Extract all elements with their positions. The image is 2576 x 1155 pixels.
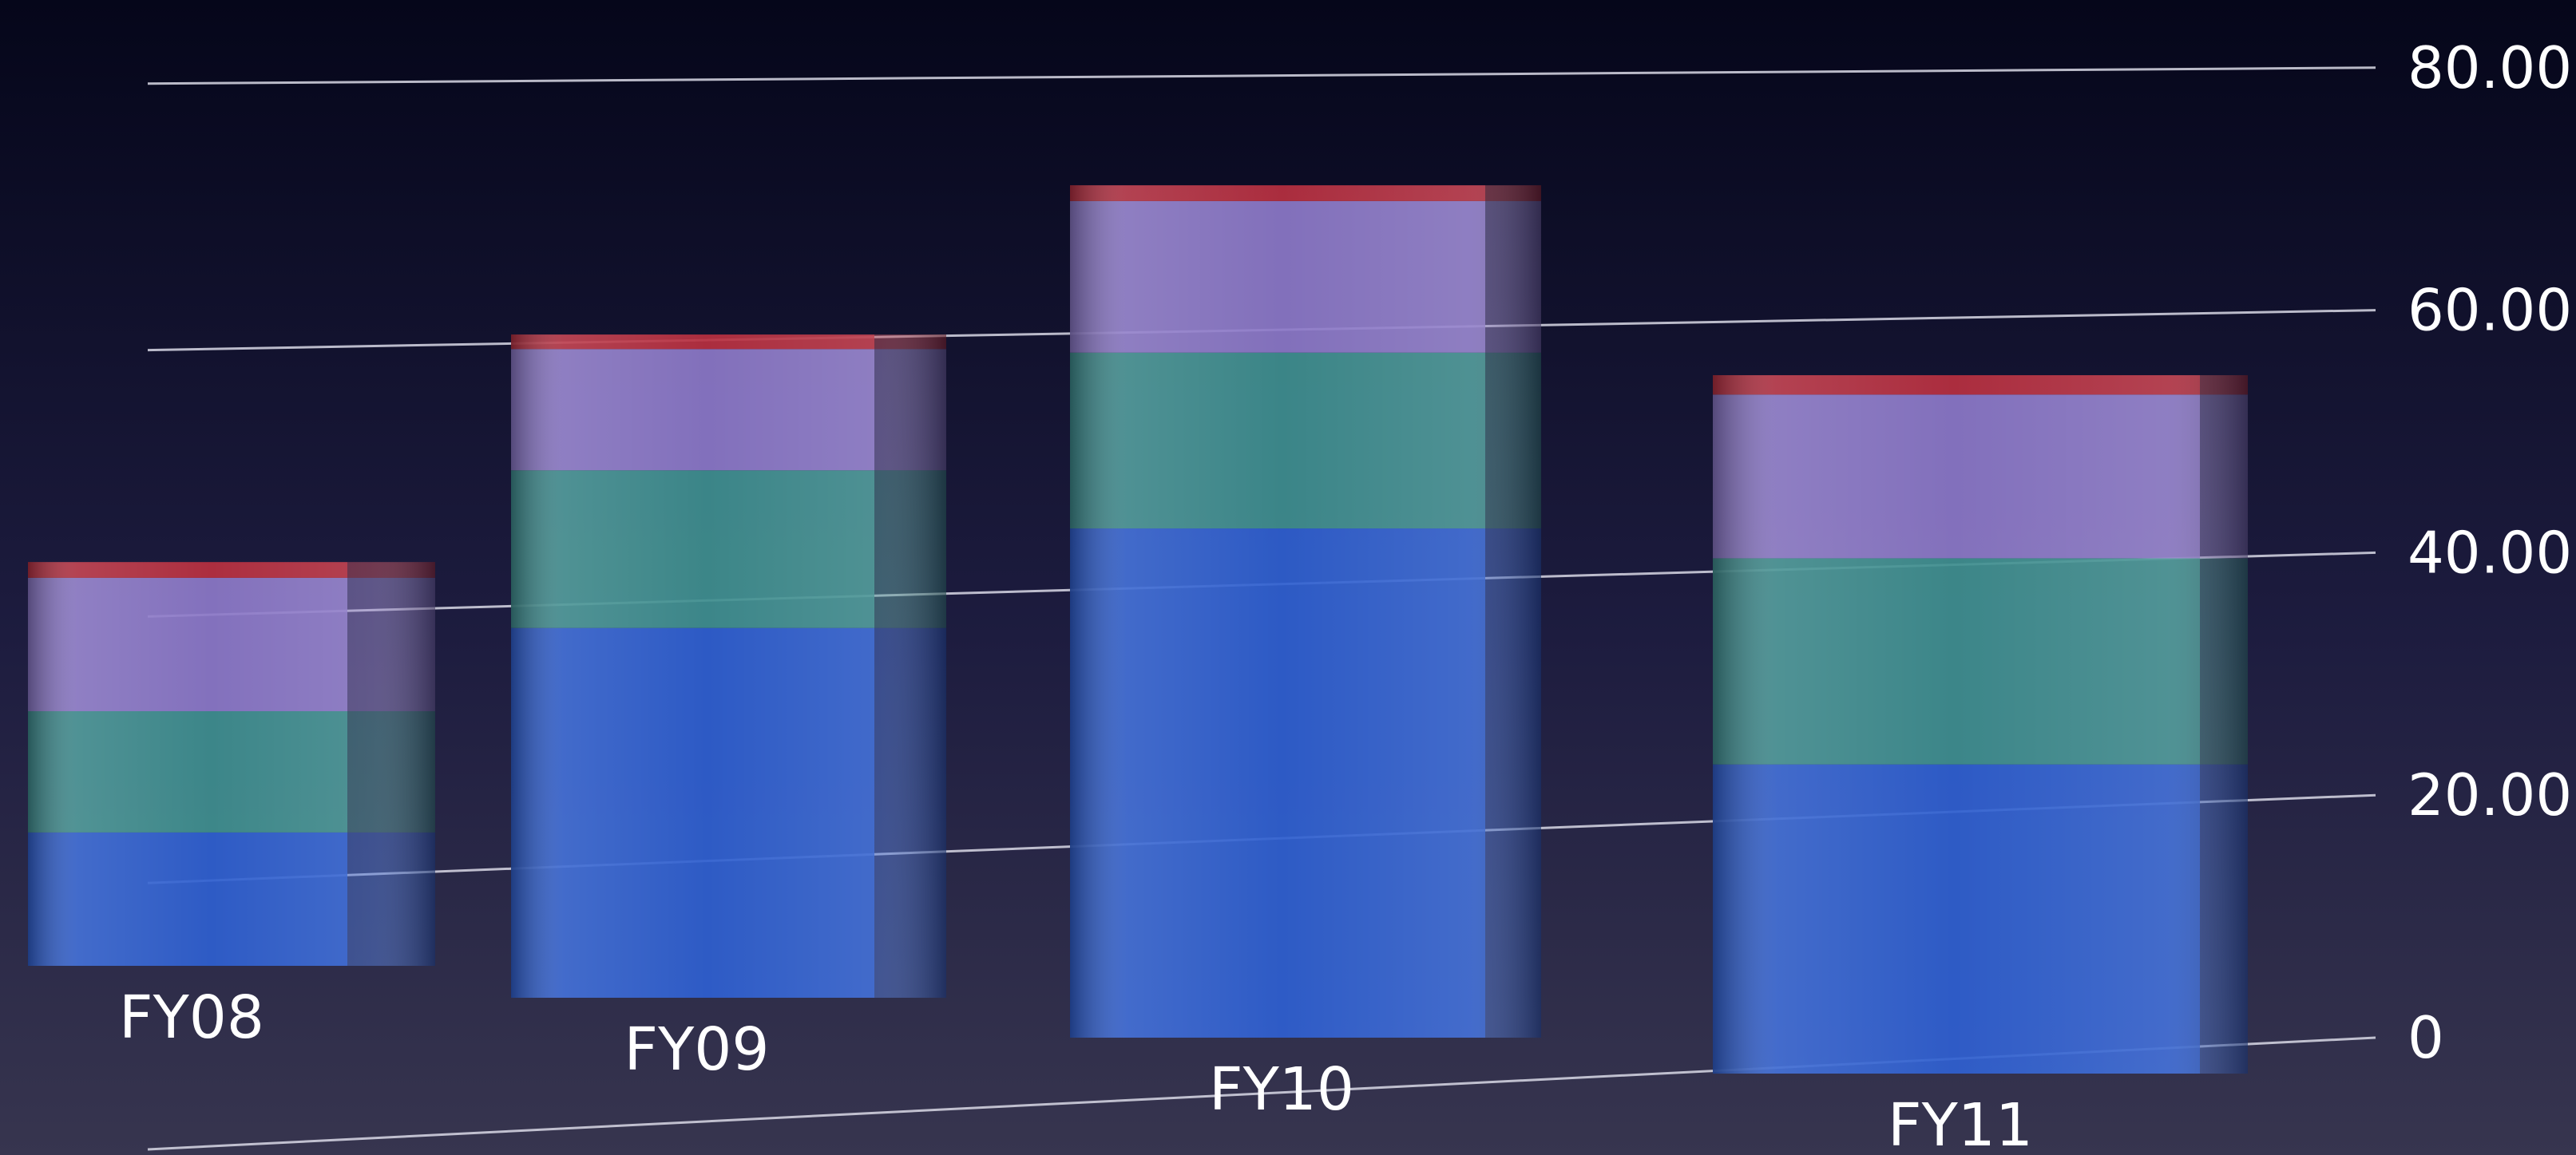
bar-shine [1713,375,2248,1074]
bar-stack [1070,185,1541,1038]
bar-shine [28,562,435,966]
x-category-label: FY08 [119,983,264,1052]
bar-stack [511,334,946,998]
x-category-label: FY10 [1209,1055,1354,1124]
x-axis-categories: FY08 FY09 FY10 FY11 [119,983,2033,1155]
y-axis-ticks: 0 20.00 40.00 60.00 80.00 [2408,34,2572,1071]
bar-shine [1070,185,1541,1038]
bars [28,185,2248,1074]
y-tick-label: 20.00 [2408,761,2572,829]
bar-shine [511,334,946,998]
x-category-label: FY09 [624,1015,770,1084]
x-category-label: FY11 [1888,1091,2033,1155]
y-tick-label: 80.00 [2408,34,2572,101]
bar-stack [1713,375,2248,1074]
y-tick-label: 40.00 [2408,519,2572,586]
y-tick-label: 0 [2408,1004,2444,1071]
bar-stack [28,562,435,966]
y-tick-label: 60.00 [2408,277,2572,344]
gridline [147,66,2376,85]
